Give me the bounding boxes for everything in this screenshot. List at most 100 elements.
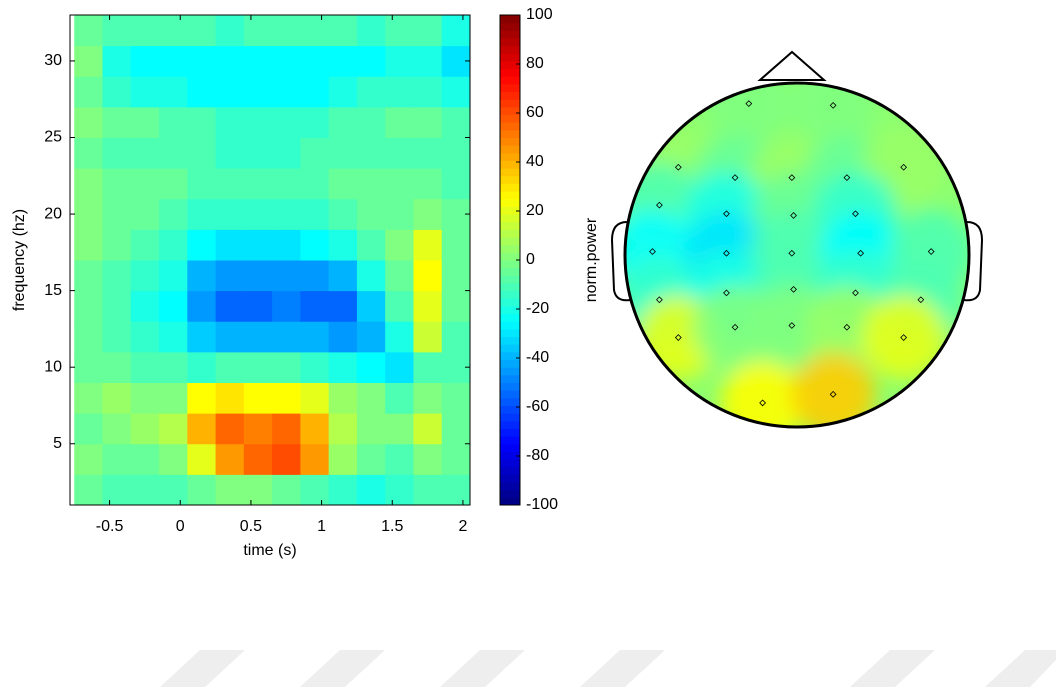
heat-cell	[243, 137, 273, 169]
topo-map	[625, 83, 969, 427]
heat-cell	[441, 15, 471, 47]
heat-cell	[385, 137, 414, 169]
heat-cell	[159, 321, 188, 353]
heat-cell	[272, 168, 301, 200]
heat-cell	[272, 260, 301, 292]
colorbar-step	[500, 60, 520, 70]
x-tick-label: 0	[176, 518, 185, 535]
heat-cell	[356, 321, 386, 353]
heat-cell	[130, 137, 160, 169]
colorbar-step	[500, 382, 520, 391]
heat-cell	[441, 137, 471, 169]
heat-cell	[159, 443, 188, 475]
heat-cell	[243, 260, 273, 292]
electrode	[649, 248, 656, 255]
electrode	[790, 286, 797, 293]
heat-cell	[300, 137, 330, 169]
heat-cell	[74, 382, 104, 414]
electrode	[900, 334, 908, 341]
heat-cell	[159, 137, 188, 169]
colorbar-step	[500, 22, 520, 31]
heat-cell	[130, 382, 160, 414]
heat-cell	[130, 290, 160, 322]
colorbar-step	[500, 436, 520, 445]
heat-cell	[102, 260, 132, 292]
colorbar-step	[500, 351, 520, 361]
heat-cell	[130, 413, 160, 445]
heat-cell	[356, 413, 386, 445]
heat-cell	[385, 15, 414, 47]
heat-cell	[413, 76, 443, 108]
heat-cell	[356, 474, 386, 506]
heat-cell	[215, 45, 245, 77]
electrode	[723, 249, 730, 257]
heat-cell	[215, 168, 245, 200]
heat-cell	[328, 229, 358, 261]
heat-cell	[130, 229, 160, 261]
heat-cell	[187, 321, 217, 353]
colorbar-tick-label: 60	[526, 104, 544, 121]
heat-cell	[356, 260, 386, 292]
heat-cell	[130, 260, 160, 292]
electrode	[917, 296, 925, 304]
colorbar-step	[500, 489, 520, 498]
heat-cell	[385, 443, 414, 475]
colorbar-tick-label: 0	[526, 251, 535, 268]
x-tick-label: 1.5	[381, 518, 403, 535]
heat-cell	[243, 321, 273, 353]
colorbar-step	[500, 229, 520, 238]
colorbar-step	[500, 359, 520, 368]
heat-cell	[130, 474, 160, 506]
colorbar-step	[500, 482, 520, 491]
heat-cell	[187, 260, 217, 292]
heat-cell	[413, 198, 443, 230]
heat-cell	[300, 413, 330, 445]
plot-frame	[69, 14, 471, 506]
heat-cell	[215, 260, 245, 292]
heat-cell	[385, 168, 414, 200]
colorbar-step	[500, 298, 520, 307]
heat-cell	[441, 290, 471, 322]
colorbar-step	[500, 145, 520, 154]
heat-cell	[102, 229, 132, 261]
heat-cell	[159, 474, 188, 506]
heat-cell	[272, 351, 301, 383]
heat-cell	[130, 443, 160, 475]
heat-cell	[215, 15, 245, 47]
topo-blob	[706, 83, 791, 146]
x-tick-label: 1	[317, 518, 326, 535]
electrode	[731, 174, 739, 181]
heat-cell	[385, 106, 414, 138]
colorbar-tick-label: 40	[526, 153, 544, 170]
heat-cell	[159, 45, 188, 77]
colorbar-step	[500, 282, 520, 292]
heat-cell	[328, 413, 358, 445]
y-tick-label: 10	[44, 358, 62, 375]
heat-cell	[74, 15, 104, 47]
heat-cell	[441, 474, 471, 506]
colorbar-step	[500, 198, 520, 207]
heat-cell	[272, 198, 301, 230]
colorbar-step	[500, 466, 520, 475]
heat-cell	[187, 351, 217, 383]
heat-cell	[130, 351, 160, 383]
heat-cell	[385, 382, 414, 414]
colorbar-step	[500, 45, 520, 54]
heat-cell	[215, 474, 245, 506]
heat-cell	[102, 382, 132, 414]
colorbar-step	[500, 160, 520, 169]
heat-cell	[441, 168, 471, 200]
electrode	[656, 201, 663, 209]
heat-cell	[413, 15, 443, 47]
heat-cell	[74, 474, 104, 506]
heat-cell	[272, 321, 301, 353]
heat-cell	[159, 382, 188, 414]
heat-cell	[74, 45, 104, 77]
heat-cell	[328, 474, 358, 506]
heat-cell	[272, 413, 301, 445]
heat-cell	[74, 290, 104, 322]
heat-cell	[74, 351, 104, 383]
heat-cell	[300, 474, 330, 506]
colorbar-tick-label: 80	[526, 55, 544, 72]
